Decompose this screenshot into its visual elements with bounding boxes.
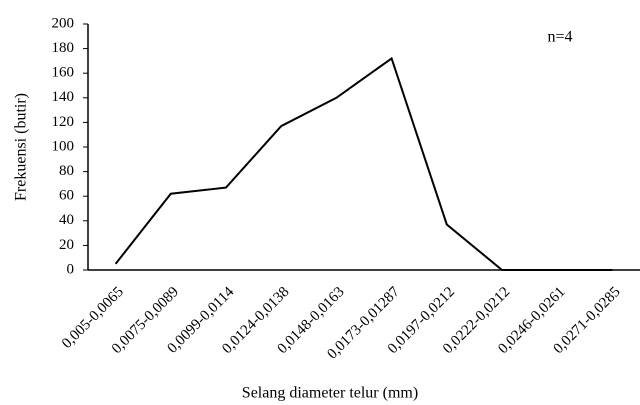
y-tick-label: 120 xyxy=(52,114,75,130)
y-tick-label: 200 xyxy=(52,15,75,31)
y-tick-label: 100 xyxy=(52,138,75,154)
y-axis-label: Frekuensi (butir) xyxy=(13,93,30,201)
x-axis-label: Selang diameter telur (mm) xyxy=(242,385,418,402)
annotation: n=4 xyxy=(547,29,572,46)
y-tick-label: 20 xyxy=(59,237,74,253)
y-tick-label: 140 xyxy=(52,89,75,105)
y-tick-label: 0 xyxy=(67,261,75,277)
y-tick-label: 160 xyxy=(52,65,75,81)
y-tick-label: 180 xyxy=(52,40,75,56)
data-line xyxy=(114,56,613,271)
y-tick-label: 40 xyxy=(59,212,74,228)
y-tick-label: 80 xyxy=(59,163,74,179)
y-tick-label: 60 xyxy=(59,188,74,204)
